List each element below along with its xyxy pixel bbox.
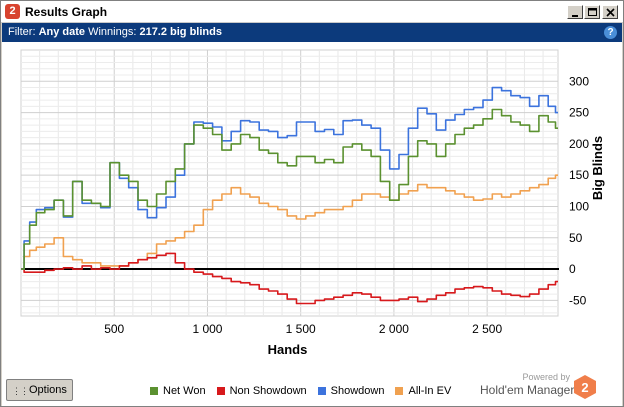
- minimize-button[interactable]: [567, 5, 583, 19]
- winnings-value: 217.2 big blinds: [139, 26, 222, 38]
- chart-series: [21, 86, 558, 305]
- options-button-label: Options: [29, 384, 67, 396]
- legend-swatch: [150, 387, 158, 395]
- grip-dots-icon: ⋮⋮: [12, 386, 29, 396]
- x-tick-label: 1 500: [286, 322, 316, 336]
- series-line-all-in-ev: [21, 174, 558, 270]
- maximize-button[interactable]: [584, 5, 600, 19]
- x-tick-label: 2 500: [472, 322, 502, 336]
- y-tick-label: 100: [569, 199, 589, 213]
- product-name: Hold'em Manager: [480, 383, 575, 397]
- window-title: Results Graph: [25, 5, 108, 19]
- series-line-net-won: [21, 108, 558, 270]
- chart-axis-labels: 500 1 000 1 500 2 000 2 500 -50 0 50 100 150 200 25…: [104, 74, 589, 336]
- legend-label: Showdown: [330, 385, 385, 397]
- powered-by-text: Powered by: [522, 372, 570, 382]
- x-tick-label: 2 000: [379, 322, 409, 336]
- plot-area: [20, 49, 559, 317]
- legend-label: Net Won: [163, 385, 206, 397]
- y-tick-label: 250: [569, 106, 589, 120]
- app-badge-icon: 2: [5, 4, 20, 19]
- y-tick-label: -50: [569, 293, 587, 307]
- close-button[interactable]: [602, 5, 618, 19]
- x-tick-label: 500: [104, 322, 124, 336]
- holdem-manager-logo-icon: 2: [574, 375, 596, 399]
- x-axis-label: Hands: [268, 342, 308, 357]
- chart-legend: Net Won Non Showdown Showdown All-In EV: [150, 385, 462, 399]
- y-tick-label: 0: [569, 262, 576, 276]
- legend-label: Non Showdown: [229, 385, 307, 397]
- chart-grid: [20, 49, 559, 317]
- title-bar[interactable]: 2 Results Graph: [1, 1, 623, 23]
- filter-summary: Filter: Any date Winnings: 217.2 big bli…: [8, 26, 222, 38]
- y-tick-label: 200: [569, 137, 589, 151]
- results-chart: 500 1 000 1 500 2 000 2 500 -50 0 50 100 150 200 25…: [20, 49, 605, 357]
- legend-swatch: [317, 387, 326, 395]
- logo-number: 2: [581, 380, 588, 395]
- graph-panel: 500 1 000 1 500 2 000 2 500 -50 0 50 100 150 200 25…: [2, 42, 622, 406]
- series-line-non-showdown: [21, 252, 558, 305]
- filter-label: Filter:: [8, 26, 36, 38]
- minimize-icon: [572, 15, 578, 17]
- y-tick-label: 150: [569, 168, 589, 182]
- legend-item: Net Won: [150, 385, 206, 397]
- winnings-label: Winnings:: [88, 26, 137, 38]
- help-icon[interactable]: ?: [604, 26, 617, 39]
- x-tick-label: 1 000: [192, 322, 222, 336]
- legend-swatch: [216, 387, 225, 395]
- legend-label: All-In EV: [408, 385, 452, 397]
- close-icon: [606, 8, 615, 17]
- legend-item: Showdown: [317, 385, 385, 397]
- y-axis-label: Big Blinds: [590, 136, 605, 200]
- series-line-showdown: [21, 86, 558, 270]
- legend-item: All-In EV: [395, 385, 451, 397]
- maximize-icon: [588, 8, 597, 16]
- options-button[interactable]: ⋮⋮ Options: [6, 379, 73, 401]
- legend-item: Non Showdown: [216, 385, 307, 397]
- filter-bar: Filter: Any date Winnings: 217.2 big bli…: [2, 23, 622, 42]
- y-tick-label: 50: [569, 231, 583, 245]
- filter-value: Any date: [38, 26, 86, 38]
- y-tick-label: 300: [569, 74, 589, 88]
- legend-swatch: [395, 387, 404, 395]
